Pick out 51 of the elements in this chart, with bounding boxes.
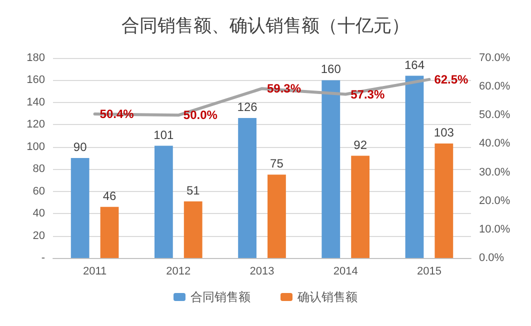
bar [434,144,454,258]
y-tick-label: 140 [26,96,45,108]
y-tick-label: 40 [32,208,45,220]
legend-label: 合同销售额 [190,290,250,304]
bar [322,80,340,258]
y-tick-label: 80 [32,163,45,176]
y2-tick-label: 50.0% [479,109,510,122]
bar [351,156,370,258]
y2-tick-label: 30.0% [479,166,510,178]
x-tick-label: 2014 [333,266,358,278]
data-label: 103 [434,126,454,140]
y2-tick-label: 60.0% [479,80,510,93]
data-label: 160 [320,62,342,76]
x-tick-label: 2011 [82,266,107,278]
data-label: 90 [73,140,88,154]
chart-title: 合同销售额、确认销售额（十亿元） [122,16,410,36]
y-tick-label: - [41,252,46,264]
x-tick-label: 2012 [166,266,191,278]
data-label: 164 [404,58,425,72]
data-label: 59.3% [267,82,302,96]
y-tick-label: 160 [26,74,45,86]
bar [100,206,119,258]
bar [268,174,286,258]
data-label: 126 [237,100,258,114]
y-tick-label: 120 [26,118,45,131]
y-tick-label: 60 [32,185,45,198]
y-tick-label: 100 [26,140,45,153]
bar [238,118,256,258]
x-tick-label: 2013 [250,266,274,278]
y2-tick-label: 70.0% [479,52,510,64]
y2-tick-label: 0.0% [479,252,504,264]
bar [154,146,173,258]
data-label: 92 [354,138,368,152]
y-tick-label: 20 [32,230,45,242]
y-tick-label: 180 [26,52,45,64]
data-label: 62.5% [434,72,469,86]
data-label: 101 [154,128,174,142]
bar [70,158,90,258]
data-label: 46 [102,188,117,203]
data-label: 75 [270,156,284,171]
bar [184,201,202,258]
data-label: 50.4% [100,107,134,121]
bar [405,76,424,258]
y2-tick-label: 10.0% [479,223,510,236]
y2-tick-label: 40.0% [479,138,510,150]
data-label: 51 [186,183,200,198]
data-label: 50.0% [183,108,218,122]
data-label: 57.3% [350,87,385,102]
x-tick-label: 2015 [416,266,442,278]
legend-label: 确认销售额 [296,290,358,304]
y2-tick-label: 20.0% [479,194,510,207]
